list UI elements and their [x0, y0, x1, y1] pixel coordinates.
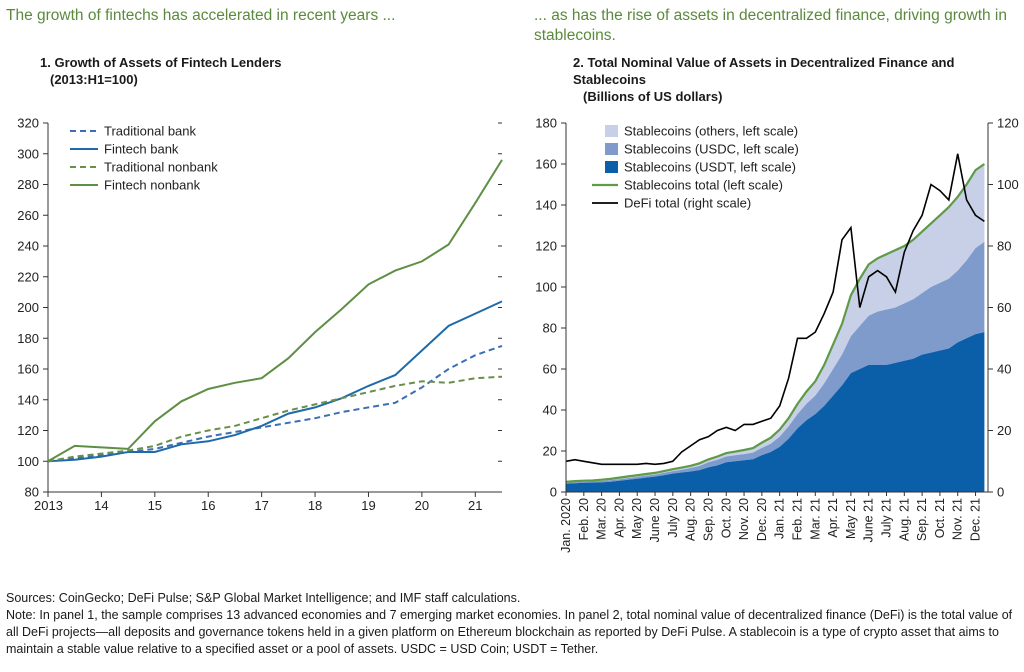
headline-left: The growth of fintechs has accelerated i…	[6, 7, 396, 24]
panel1-series-line	[47, 300, 503, 463]
panel2-x-tick-label: Sep. 20	[701, 498, 715, 541]
panel1-y-tick-label: 200	[17, 300, 39, 315]
panel1-y-tick-label: 280	[17, 177, 39, 192]
panel1-series-line	[47, 344, 503, 463]
panel2-x-tick-label: Sep. 21	[915, 498, 929, 541]
panel2-x-tick-label: June 20	[648, 498, 662, 543]
panel2-x-tick-label: July 20	[666, 498, 680, 538]
panel2-left-tick-label: 20	[543, 444, 557, 459]
panel1-y-tick-label: 180	[17, 331, 39, 346]
panel1-y-tick-label: 100	[17, 454, 39, 469]
panel2-right-tick-label: 100	[997, 177, 1019, 192]
panel2-x-tick-label: Dec. 20	[755, 498, 769, 541]
panel2-right-tick-label: 60	[997, 300, 1011, 315]
panel2-x-tick-label: Apr. 21	[826, 498, 840, 538]
headline-right: ... as has the rise of assets in decentr…	[534, 7, 1007, 44]
panel2-right-tick-label: 80	[997, 239, 1011, 254]
panel2-x-tick-label: July 21	[880, 498, 894, 538]
panel2-x-tick-label: Feb. 20	[577, 498, 591, 540]
panel2-stablecoin-total-line	[565, 163, 986, 483]
panel1-x-tick-label: 2013	[34, 498, 63, 513]
panel2-x-tick-label: Mar. 20	[595, 498, 609, 540]
notes-block: Sources: CoinGecko; DeFi Pulse; S&P Glob…	[6, 590, 1018, 658]
panel1-x-tick-label: 14	[94, 498, 108, 513]
panel2-x-tick-label: May 20	[630, 498, 644, 539]
panel1-legend-label: Traditional nonbank	[104, 160, 218, 175]
panel2-x-tick-label: Feb. 21	[791, 498, 805, 540]
panel2-left-tick-label: 120	[535, 239, 557, 254]
panel1-legend-label: Fintech bank	[104, 142, 179, 157]
panel2-left-tick-label: 180	[535, 116, 557, 131]
panel2-right-tick-label: 40	[997, 362, 1011, 377]
panel2-x-tick-label: May 21	[844, 498, 858, 539]
panel1-x-tick-label: 15	[148, 498, 162, 513]
panel2-legend-swatch	[605, 161, 618, 173]
sources-text: Sources: CoinGecko; DeFi Pulse; S&P Glob…	[6, 591, 521, 605]
panel1-series-line	[47, 159, 503, 463]
panel2-right-tick-label: 20	[997, 423, 1011, 438]
panel1-x-tick-label: 17	[254, 498, 268, 513]
panel2-x-tick-label: Oct. 20	[719, 498, 733, 538]
panel2-defi-total-line	[565, 153, 985, 466]
panel2-left-tick-label: 80	[543, 321, 557, 336]
panel1-legend-label: Fintech nonbank	[104, 178, 201, 193]
panel2-title: 2. Total Nominal Value of Assets in Dece…	[573, 55, 955, 87]
panel1-subtitle: (2013:H1=100)	[50, 72, 138, 87]
panel1-y-tick-label: 240	[17, 239, 39, 254]
panel2-x-tick-label: Aug. 21	[897, 498, 911, 541]
panel2-x-tick-label: Nov. 20	[737, 498, 751, 540]
panel2-left-tick-label: 140	[535, 198, 557, 213]
panel2-x-tick-label: Mar. 21	[808, 498, 822, 540]
panel1-y-tick-label: 120	[17, 423, 39, 438]
panel2-x-tick-label: Apr. 20	[612, 498, 626, 538]
panel1-x-tick-label: 20	[415, 498, 429, 513]
panel2-right-tick-label: 0	[997, 485, 1004, 500]
panel2-left-tick-label: 60	[543, 362, 557, 377]
panel2-legend-label: DeFi total (right scale)	[624, 196, 751, 211]
panel1-y-tick-label: 160	[17, 362, 39, 377]
panel1-y-tick-label: 80	[25, 485, 39, 500]
panel2-title-block: 2. Total Nominal Value of Assets in Dece…	[573, 54, 993, 105]
panel2-x-tick-label: Aug. 20	[684, 498, 698, 541]
panel1-title-block: 1. Growth of Assets of Fintech Lenders (…	[40, 54, 440, 88]
panel1-title: 1. Growth of Assets of Fintech Lenders	[40, 55, 282, 70]
charts-canvas: 8010012014016018020022024026028030032020…	[17, 116, 1019, 553]
panel2-legend-label: Stablecoins total (left scale)	[624, 178, 783, 193]
panel1-x-tick-label: 21	[468, 498, 482, 513]
panel2-left-tick-label: 160	[535, 157, 557, 172]
panel2-left-tick-label: 0	[550, 485, 557, 500]
panel2-x-tick-label: June 21	[862, 498, 876, 543]
panel2-area-usdt	[566, 332, 985, 492]
panel1-y-tick-label: 300	[17, 146, 39, 161]
panel1-y-tick-label: 220	[17, 269, 39, 284]
panel2-left-tick-label: 40	[543, 403, 557, 418]
panel1-y-tick-label: 320	[17, 116, 39, 131]
panel1-x-tick-label: 19	[361, 498, 375, 513]
panel2-x-tick-label: Dec. 21	[969, 498, 983, 541]
panel2-x-tick-label: Jan. 21	[773, 498, 787, 539]
panel2-legend-label: Stablecoins (USDT, left scale)	[624, 160, 796, 175]
panel2-legend-label: Stablecoins (USDC, left scale)	[624, 142, 799, 157]
panel2-x-tick-label: Jan. 2020	[559, 498, 573, 553]
panel1-series-line	[47, 375, 503, 463]
note-text: Note: In panel 1, the sample comprises 1…	[6, 608, 1013, 656]
panel1-y-tick-label: 260	[17, 208, 39, 223]
panel2-legend-swatch	[605, 143, 618, 155]
panel1-x-tick-label: 18	[308, 498, 322, 513]
panel2-x-tick-label: Oct. 21	[933, 498, 947, 538]
panel2-x-tick-label: Nov. 21	[951, 498, 965, 540]
panel1-y-tick-label: 140	[17, 392, 39, 407]
panel1-legend-label: Traditional bank	[104, 124, 197, 139]
panel2-subtitle: (Billions of US dollars)	[583, 89, 723, 104]
panel2-right-tick-label: 120	[997, 116, 1019, 131]
panel2-legend-label: Stablecoins (others, left scale)	[624, 124, 798, 139]
panel2-legend-swatch	[605, 125, 618, 137]
panel1-x-tick-label: 16	[201, 498, 215, 513]
panel2-left-tick-label: 100	[535, 280, 557, 295]
